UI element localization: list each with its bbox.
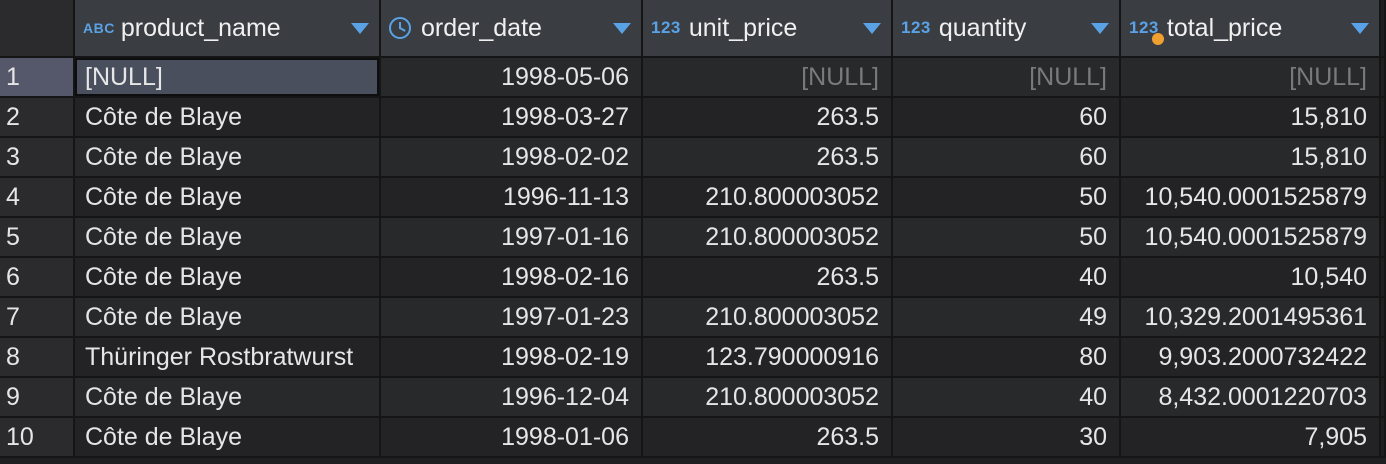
row-number[interactable]: 10 (0, 418, 75, 458)
cell-unit-price[interactable]: 210.800003052 (643, 298, 893, 338)
cell-total-price[interactable]: 10,540.0001525879 (1121, 218, 1381, 258)
cell-order-date[interactable]: 1998-01-06 (381, 418, 643, 458)
row-number[interactable]: 4 (0, 178, 75, 218)
cell-unit-price[interactable]: [NULL] (643, 58, 893, 98)
cell-product-name[interactable]: Côte de Blaye (75, 178, 381, 218)
cell-product-name[interactable]: Côte de Blaye (75, 138, 381, 178)
cell-total-price[interactable]: 8,432.0001220703 (1121, 378, 1381, 418)
cell-quantity[interactable]: 60 (893, 98, 1121, 138)
cell-order-date[interactable]: 1998-05-06 (381, 58, 643, 98)
cell-total-price[interactable]: 10,329.2001495361 (1121, 298, 1381, 338)
row-number[interactable]: 8 (0, 338, 75, 378)
numeric-type-icon: 123 (651, 18, 681, 37)
cell-quantity[interactable]: 60 (893, 138, 1121, 178)
sort-dropdown-icon[interactable] (1091, 22, 1109, 34)
cell-quantity[interactable]: 50 (893, 218, 1121, 258)
column-header-unit-price[interactable]: 123 unit_price (643, 0, 893, 58)
text-type-icon: ABC (83, 20, 115, 36)
column-header-total-price[interactable]: 123 total_price (1121, 0, 1381, 58)
cell-unit-price[interactable]: 210.800003052 (643, 218, 893, 258)
row-number[interactable]: 5 (0, 218, 75, 258)
cell-total-price[interactable]: 10,540.0001525879 (1121, 178, 1381, 218)
cell-product-name[interactable]: Côte de Blaye (75, 378, 381, 418)
column-name: total_price (1166, 14, 1283, 42)
column-header-quantity[interactable]: 123 quantity (893, 0, 1121, 58)
row-number[interactable]: 1 (0, 58, 75, 98)
cell-unit-price[interactable]: 263.5 (643, 258, 893, 298)
cell-unit-price[interactable]: 210.800003052 (643, 378, 893, 418)
column-name: product_name (120, 14, 281, 42)
cell-quantity[interactable]: 30 (893, 418, 1121, 458)
cell-quantity[interactable]: 49 (893, 298, 1121, 338)
cell-quantity[interactable]: 80 (893, 338, 1121, 378)
cell-quantity[interactable]: 40 (893, 258, 1121, 298)
grid-corner[interactable] (0, 0, 75, 58)
row-filler (1381, 418, 1386, 458)
cell-order-date[interactable]: 1998-02-16 (381, 258, 643, 298)
row-filler (1381, 138, 1386, 178)
cell-total-price[interactable]: 15,810 (1121, 98, 1381, 138)
header-filler (1381, 0, 1386, 58)
cell-quantity[interactable]: [NULL] (893, 58, 1121, 98)
cell-total-price[interactable]: 10,540 (1121, 258, 1381, 298)
row-filler (1381, 338, 1386, 378)
sort-dropdown-icon[interactable] (613, 22, 631, 34)
column-header-product-name[interactable]: ABC product_name (75, 0, 381, 58)
cell-product-name[interactable]: Côte de Blaye (75, 218, 381, 258)
cell-quantity[interactable]: 50 (893, 178, 1121, 218)
row-filler (1381, 98, 1386, 138)
column-name: unit_price (688, 14, 798, 42)
cell-total-price[interactable]: 7,905 (1121, 418, 1381, 458)
sort-dropdown-icon[interactable] (351, 22, 369, 34)
cell-order-date[interactable]: 1998-02-19 (381, 338, 643, 378)
row-number[interactable]: 7 (0, 298, 75, 338)
cell-product-name[interactable]: Côte de Blaye (75, 418, 381, 458)
cell-order-date[interactable]: 1997-01-16 (381, 218, 643, 258)
column-header-order-date[interactable]: order_date (381, 0, 643, 58)
cell-order-date[interactable]: 1998-03-27 (381, 98, 643, 138)
cell-unit-price[interactable]: 263.5 (643, 418, 893, 458)
cell-product-name[interactable]: Côte de Blaye (75, 98, 381, 138)
column-name: quantity (938, 14, 1027, 42)
cell-unit-price[interactable]: 210.800003052 (643, 178, 893, 218)
row-filler (1381, 218, 1386, 258)
row-filler (1381, 378, 1386, 418)
cell-unit-price[interactable]: 263.5 (643, 98, 893, 138)
cell-total-price[interactable]: 9,903.2000732422 (1121, 338, 1381, 378)
cell-product-name[interactable]: [NULL] (75, 58, 381, 98)
cell-product-name[interactable]: Côte de Blaye (75, 258, 381, 298)
cell-quantity[interactable]: 40 (893, 378, 1121, 418)
cell-order-date[interactable]: 1996-12-04 (381, 378, 643, 418)
row-filler (1381, 58, 1386, 98)
cell-order-date[interactable]: 1997-01-23 (381, 298, 643, 338)
cell-total-price[interactable]: [NULL] (1121, 58, 1381, 98)
row-number[interactable]: 3 (0, 138, 75, 178)
row-number[interactable]: 2 (0, 98, 75, 138)
cell-unit-price[interactable]: 263.5 (643, 138, 893, 178)
row-number[interactable]: 9 (0, 378, 75, 418)
cell-total-price[interactable]: 15,810 (1121, 138, 1381, 178)
row-filler (1381, 178, 1386, 218)
row-filler (1381, 298, 1386, 338)
numeric-type-icon: 123 (901, 18, 931, 37)
cell-order-date[interactable]: 1998-02-02 (381, 138, 643, 178)
cell-unit-price[interactable]: 123.790000916 (643, 338, 893, 378)
calculated-column-indicator-icon (1151, 32, 1165, 46)
sort-dropdown-icon[interactable] (863, 22, 881, 34)
row-filler (1381, 258, 1386, 298)
column-name: order_date (421, 14, 542, 42)
cell-product-name[interactable]: Thüringer Rostbratwurst (75, 338, 381, 378)
cell-order-date[interactable]: 1996-11-13 (381, 178, 643, 218)
sort-dropdown-icon[interactable] (1351, 22, 1369, 34)
numeric-type-icon: 123 (1129, 18, 1159, 37)
row-number[interactable]: 6 (0, 258, 75, 298)
date-type-icon (389, 17, 411, 39)
cell-product-name[interactable]: Côte de Blaye (75, 298, 381, 338)
